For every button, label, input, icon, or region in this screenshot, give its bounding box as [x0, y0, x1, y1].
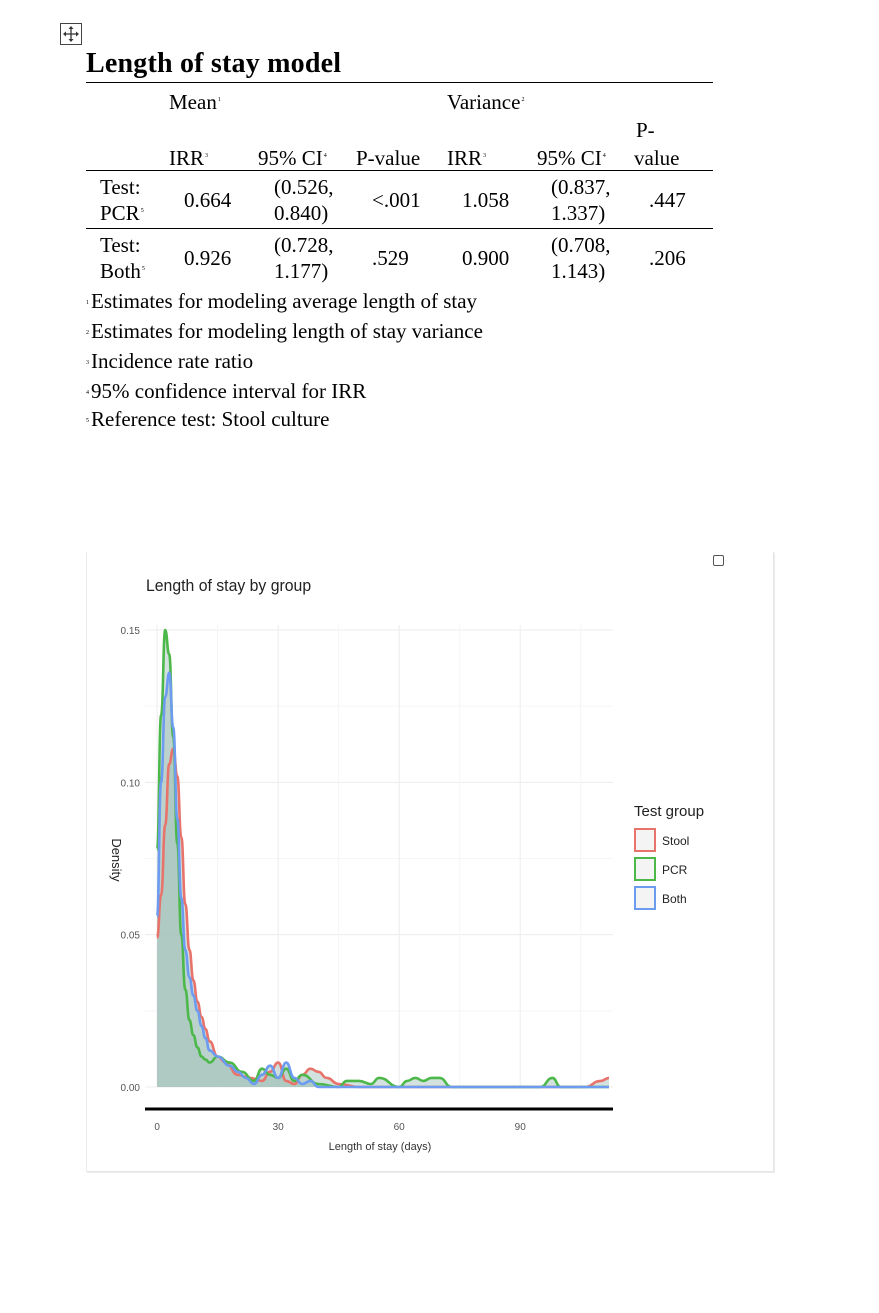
group-header-mean: Mean1 — [169, 90, 221, 114]
footnote: 5Reference test: Stool culture — [86, 407, 330, 431]
row-label-line1: Test: — [100, 233, 141, 257]
mean-irr-value: 0.926 — [184, 246, 232, 270]
mean-irr-value: 0.664 — [184, 188, 232, 212]
footnote: 495% confidence interval for IRR — [86, 379, 367, 403]
var-irr-value: 1.058 — [462, 188, 510, 212]
footnote: 3Incidence rate ratio — [86, 349, 254, 373]
figure-resize-handle[interactable] — [713, 555, 724, 566]
table-move-handle[interactable] — [60, 23, 82, 45]
var-ci-line1: (0.708, — [551, 233, 611, 257]
var-ci-line2: 1.337) — [551, 201, 606, 225]
col-header-mean-pvalue: P-value — [356, 146, 421, 170]
table-top-rule — [86, 82, 713, 83]
var-ci-line1: (0.837, — [551, 175, 611, 199]
col-header-pvalue-line2: value — [634, 146, 680, 170]
mean-pvalue: <.001 — [372, 188, 421, 212]
mean-pvalue: .529 — [372, 246, 409, 270]
var-pvalue: .206 — [649, 246, 686, 270]
row-label-line1: Test: — [100, 175, 141, 199]
col-header-mean-irr: IRR3 — [169, 146, 209, 170]
table-header-rule — [86, 170, 713, 171]
col-header-var-irr: IRR3 — [447, 146, 487, 170]
mean-ci-line2: 1.177) — [274, 259, 329, 283]
row-label-line2: Both5 — [100, 259, 145, 283]
document-title: Length of stay model — [86, 48, 342, 79]
mean-ci-line2: 0.840) — [274, 201, 329, 225]
var-pvalue: .447 — [649, 188, 686, 212]
col-header-var-ci: 95% CI4 — [537, 146, 606, 170]
var-irr-value: 0.900 — [462, 246, 510, 270]
group-header-variance: Variance2 — [447, 90, 525, 114]
move-icon — [63, 26, 79, 42]
row-label-line2: PCR5 — [100, 201, 144, 225]
table-row-rule — [86, 228, 713, 229]
var-ci-line2: 1.143) — [551, 259, 606, 283]
mean-ci-line1: (0.526, — [274, 175, 334, 199]
footnote: 1Estimates for modeling average length o… — [86, 289, 478, 313]
col-header-mean-ci: 95% CI4 — [258, 146, 327, 170]
col-header-pvalue-line1: P- — [636, 118, 655, 142]
footnote: 2Estimates for modeling length of stay v… — [86, 319, 483, 343]
mean-ci-line1: (0.728, — [274, 233, 334, 257]
chart-figure[interactable] — [86, 552, 774, 1172]
